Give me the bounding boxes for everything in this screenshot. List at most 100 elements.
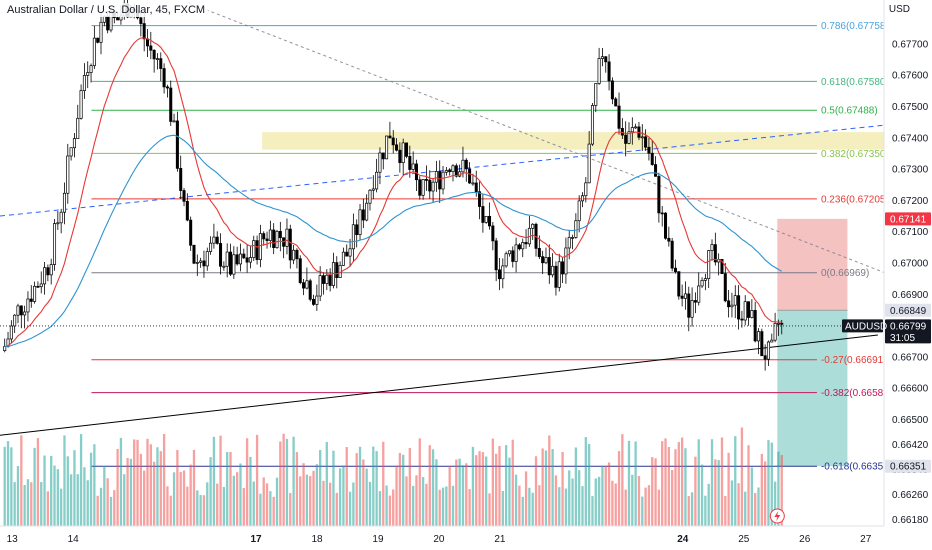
candle-body <box>162 68 166 88</box>
volume-bar <box>368 481 372 526</box>
candle-body <box>421 179 425 196</box>
volume-bar <box>634 441 637 526</box>
candle-body <box>219 243 223 267</box>
volume-bar <box>621 434 624 526</box>
candle-body <box>116 17 120 21</box>
volume-bar <box>614 483 617 526</box>
volume-bar <box>767 440 770 526</box>
position-reward-zone <box>777 310 848 467</box>
volume-bar <box>664 438 667 526</box>
candle-body <box>780 322 784 325</box>
candle-body <box>255 240 259 260</box>
candle-body <box>348 248 352 257</box>
moving-average-line <box>4 37 782 348</box>
candle-body <box>657 175 661 214</box>
volume-bar <box>96 495 99 526</box>
volume-bar <box>36 438 40 526</box>
candle-body <box>517 244 521 250</box>
candle-body <box>750 310 754 318</box>
candle-body <box>172 120 176 123</box>
candle-body <box>441 171 445 190</box>
candle-body <box>189 219 193 246</box>
volume-bar <box>319 449 322 526</box>
volume-bar <box>441 487 445 526</box>
candle-body <box>312 298 316 305</box>
trendline <box>0 124 885 217</box>
volume-bar <box>69 474 73 526</box>
volume-bar <box>418 438 421 526</box>
y-tick-label: 0.66420 <box>892 440 929 451</box>
volume-bar <box>382 441 385 526</box>
price-tag-value: 0.67141 <box>890 214 927 225</box>
volume-bar <box>518 485 521 526</box>
candle-body <box>205 251 209 267</box>
volume-bar <box>528 487 531 526</box>
volume-bar <box>113 490 116 526</box>
candle-body <box>212 236 216 244</box>
volume-bar <box>116 448 119 526</box>
candle-body <box>318 275 322 297</box>
volume-bar <box>435 459 438 526</box>
volume-bar <box>581 486 584 526</box>
volume-bar <box>667 447 671 526</box>
volume-bar <box>325 441 328 526</box>
price-tag <box>885 303 931 317</box>
volume-bar <box>504 445 508 526</box>
volume-bar <box>222 486 226 526</box>
candle-body <box>411 163 415 170</box>
volume-bar <box>697 439 700 526</box>
candle-body <box>511 250 515 262</box>
candle-body <box>733 295 737 306</box>
candle-body <box>431 181 435 192</box>
volume-bar <box>624 489 627 526</box>
volume-bar <box>123 474 126 526</box>
candle-body <box>481 206 485 223</box>
candle-body <box>69 147 73 157</box>
volume-bar <box>754 493 757 526</box>
volume-bar <box>89 452 93 526</box>
candle-body <box>305 280 309 289</box>
volume-bar <box>694 456 697 526</box>
volume-bar <box>481 452 485 526</box>
candle-body <box>358 209 362 235</box>
time-axis <box>0 526 932 550</box>
volume-bar <box>690 492 694 526</box>
volume-bar <box>345 447 348 526</box>
volume-bar <box>209 457 212 526</box>
volume-bar <box>10 447 13 526</box>
volume-bar <box>328 482 332 526</box>
volume-bar <box>408 448 411 526</box>
volume-bar <box>86 480 89 526</box>
resistance-zone <box>262 132 884 150</box>
volume-bar <box>402 454 405 526</box>
volume-bar <box>710 439 714 526</box>
volume-bar <box>186 486 189 526</box>
fib-label: 0.618(0.67580) <box>821 77 889 88</box>
y-tick-label: 0.67700 <box>892 39 929 50</box>
price-tag <box>885 212 931 226</box>
volume-bar <box>647 485 651 526</box>
candle-body <box>159 58 163 69</box>
candle-body <box>574 220 578 238</box>
volume-bar <box>644 487 647 526</box>
volume-bar <box>657 489 661 526</box>
candle-body <box>106 15 110 31</box>
candle-body <box>23 311 27 316</box>
candle-body <box>654 164 658 177</box>
x-tick-label: 20 <box>433 534 445 545</box>
candle-body <box>464 159 468 170</box>
candle-body <box>33 285 37 302</box>
fib-label: 0.5(0.67488) <box>821 106 878 117</box>
candle-body <box>521 242 525 250</box>
candle-body <box>229 251 233 275</box>
volume-bar <box>279 441 282 526</box>
volume-bar <box>385 485 388 526</box>
candle-body <box>59 211 63 224</box>
candle-body <box>428 179 432 192</box>
candle-body <box>315 295 319 305</box>
x-tick-label: 26 <box>799 534 811 545</box>
volume-bar <box>156 447 159 526</box>
candle-body <box>756 331 761 342</box>
candle-body <box>597 58 601 84</box>
